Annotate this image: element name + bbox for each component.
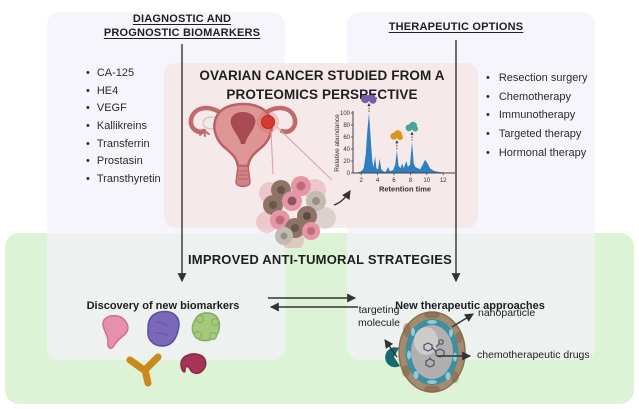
biomarker-item: Transferrin xyxy=(86,135,161,153)
fallopian-tubes xyxy=(188,105,298,137)
chemo-drugs-label: chemotherapeutic drugs xyxy=(477,349,590,361)
biomarker-label: VEGF xyxy=(96,102,127,115)
uterus-body xyxy=(213,102,273,188)
therapy-label: Immunotherapy xyxy=(498,109,576,122)
biomarker-item: Prostasin xyxy=(86,152,161,170)
protein-purple xyxy=(147,310,180,347)
y-tick-label: 80 xyxy=(343,123,350,129)
therapy-item: Targeted therapy xyxy=(486,125,588,144)
biomarker-item: Kallikreins xyxy=(86,117,161,135)
x-tick-label: 12 xyxy=(440,178,447,184)
therapy-list: Resection surgery Chemotherapy Immunothe… xyxy=(486,69,588,162)
biomarker-label: CA-125 xyxy=(96,66,135,79)
diagnostic-heading-line2: PROGNOSTIC BIOMARKERS xyxy=(103,26,261,39)
central-title-line1: OVARIAN CANCER STUDIED FROM A xyxy=(199,68,445,83)
biomarker-item: VEGF xyxy=(86,99,161,117)
therapy-label: Resection surgery xyxy=(498,72,588,85)
nanoparticle-core xyxy=(411,325,453,379)
protein-green xyxy=(191,312,221,342)
nanoparticle-illustration xyxy=(385,311,466,393)
biomarker-label: Transthyretin xyxy=(96,172,161,185)
x-tick-label: 6 xyxy=(392,178,396,184)
y-axis-label: Relative abundance xyxy=(334,114,341,172)
uterus-illustration xyxy=(188,102,336,248)
therapy-item: Hormonal therapy xyxy=(486,143,588,162)
biomarker-label: Prostasin xyxy=(96,155,143,168)
y-tick-label: 60 xyxy=(343,135,350,141)
y-tick-label: 100 xyxy=(340,111,351,117)
biomarker-item: CA-125 xyxy=(86,64,161,82)
x-axis-label: Retention time xyxy=(379,185,431,194)
protein-orange-icon xyxy=(390,130,403,140)
biomarker-item: Transthyretin xyxy=(86,170,161,188)
therapy-label: Hormonal therapy xyxy=(498,146,587,159)
diagnostic-heading-line1: DIAGNOSTIC AND xyxy=(132,13,232,25)
antibody-orange xyxy=(126,353,162,387)
targeting-molecule-icon xyxy=(385,347,400,368)
approaches-caption: New therapeutic approaches xyxy=(395,300,545,312)
protein-maroon xyxy=(180,353,207,374)
y-tick-label: 0 xyxy=(347,171,351,177)
biomarker-label: Kallikreins xyxy=(96,119,147,132)
biomarker-label: Transferrin xyxy=(96,137,150,150)
y-tick-label: 20 xyxy=(343,159,350,165)
chromatogram-area xyxy=(353,113,450,173)
therapy-label: Chemotherapy xyxy=(498,90,572,103)
x-tick-label: 2 xyxy=(360,178,364,184)
drug-molecules xyxy=(423,339,445,368)
therapeutic-heading: THERAPEUTIC OPTIONS xyxy=(388,21,524,33)
strategies-title: IMPROVED ANTI-TUMORAL STRATEGIES xyxy=(188,252,452,267)
targeting-molecule-label: targeting molecule xyxy=(357,304,401,329)
biomarker-label: HE4 xyxy=(96,84,119,97)
protein-pink xyxy=(102,314,129,350)
chromatogram-chart: 0 20 40 60 80 100 2 4 6 8 10 12 Relative abundance Re… xyxy=(334,95,455,194)
protein-purple-icon xyxy=(360,95,377,104)
y-tick-label: 40 xyxy=(343,147,350,153)
protein-blobs-illustration xyxy=(102,310,221,387)
therapy-item: Resection surgery xyxy=(486,69,588,88)
therapy-item: Chemotherapy xyxy=(486,88,588,107)
x-tick-label: 8 xyxy=(409,178,413,184)
x-tick-label: 10 xyxy=(423,178,430,184)
biomarker-list: CA-125 HE4 VEGF Kallikreins Transferrin … xyxy=(86,64,161,188)
biomarker-item: HE4 xyxy=(86,82,161,100)
therapy-item: Immunotherapy xyxy=(486,106,588,125)
discovery-caption: Discovery of new biomarkers xyxy=(86,300,240,312)
protein-teal-icon xyxy=(405,121,419,132)
ovarian-tumor xyxy=(257,111,279,133)
tumor-cell-cluster xyxy=(256,176,336,248)
diagnostic-heading: DIAGNOSTIC AND PROGNOSTIC BIOMARKERS xyxy=(82,13,282,40)
x-tick-label: 4 xyxy=(376,178,380,184)
magnify-lines xyxy=(270,126,333,181)
therapy-label: Targeted therapy xyxy=(498,128,582,141)
nanoparticle-label: nanoparticle xyxy=(478,307,536,319)
